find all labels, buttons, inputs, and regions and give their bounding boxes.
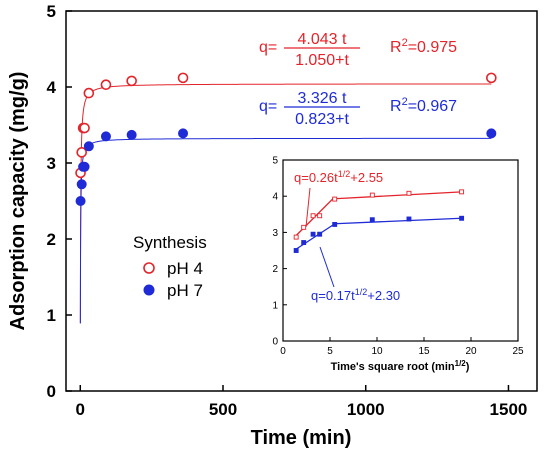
main-plot-frame [65, 10, 538, 392]
inset-y-tick-label: 0 [272, 337, 278, 348]
main-y-tick-label: 4 [47, 78, 57, 97]
inset-y-tick-label: 4 [272, 192, 278, 203]
inset-data-point [317, 213, 323, 219]
inset-x-tick-label: 0 [280, 346, 286, 357]
inset-data-point [293, 234, 299, 240]
inset-eq-ph7: q=0.17t1/2+2.30 [311, 287, 400, 303]
main-x-tick-label: 0 [76, 400, 85, 419]
main-x-tick-label: 1000 [347, 400, 385, 419]
legend-marker-ph7 [143, 284, 155, 296]
inset-x-ticks: 0 5 10 15 20 25 [280, 337, 524, 357]
data-point [83, 141, 94, 152]
legend-label-ph4: pH 4 [167, 259, 203, 278]
data-point [126, 129, 137, 140]
main-x-ticks: 0 500 1000 1500 [76, 385, 528, 419]
data-point [76, 179, 87, 190]
fit-equation-ph4: q= 4.043 t 1.050+t R2=0.975 [259, 31, 457, 69]
main-y-tick-label: 5 [47, 2, 56, 21]
data-point [100, 79, 112, 91]
inset-data-point [406, 190, 412, 196]
main-y-tick-label: 1 [47, 306, 56, 325]
inset-plot-frame [282, 159, 519, 342]
inset-data-point [317, 231, 323, 237]
main-y-tick-label: 3 [47, 154, 56, 173]
inset-data-point [301, 240, 307, 245]
inset-data-point [369, 192, 375, 198]
inset-data-point [301, 224, 307, 230]
inset-eq-ph4: q=0.26t1/2+2.55 [294, 169, 383, 185]
legend: Synthesis pH 4 pH 7 [133, 233, 207, 300]
data-point [486, 128, 497, 139]
data-point [79, 122, 90, 134]
inset-y-tick-label: 5 [272, 156, 278, 167]
inset-y-tick-label: 3 [272, 228, 278, 239]
inset-y-ticks: 0 1 2 3 4 5 [272, 156, 287, 348]
inset-fit-segment [334, 217, 462, 225]
inset-data-point [310, 213, 316, 219]
fit-curve-ph4 [79, 83, 492, 323]
inset-data-point [406, 216, 412, 222]
inset-x-tick-label: 5 [327, 346, 333, 357]
eq-ph7-prefix: q= [259, 98, 277, 115]
data-point [177, 72, 189, 84]
inset-data-point [459, 189, 465, 195]
eq-ph4-prefix: q= [259, 39, 277, 56]
series-points-ph7 [75, 128, 497, 206]
main-y-axis-title: Adsorption capacity (mg/g) [7, 72, 29, 331]
inset-data-point [332, 221, 338, 227]
legend-marker-ph4 [143, 262, 155, 274]
inset-leader-ph4 [305, 187, 311, 228]
eq-ph4-numerator: 4.043 t [298, 31, 347, 48]
inset-x-tick-label: 20 [465, 346, 477, 357]
eq-ph7-r2: R2=0.967 [390, 96, 457, 115]
inset-x-tick-label: 15 [418, 346, 430, 357]
data-point [126, 75, 137, 87]
data-point [79, 161, 90, 172]
main-x-axis-title: Time (min) [251, 427, 352, 449]
fit-equation-ph7: q= 3.326 t 0.823+t R2=0.967 [259, 90, 457, 128]
inset-points-ph4 [293, 189, 465, 240]
inset-x-tick-label: 10 [371, 346, 383, 357]
main-y-ticks: 0 1 2 3 4 5 [47, 2, 72, 401]
data-point [76, 147, 87, 158]
data-point [100, 131, 111, 142]
data-point [486, 72, 497, 84]
series-points-ph4 [75, 72, 497, 179]
main-y-tick-label: 2 [47, 230, 56, 249]
inset-fit-segment [334, 191, 462, 200]
legend-title: Synthesis [133, 233, 207, 252]
data-point [83, 87, 95, 99]
inset-y-tick-label: 2 [272, 264, 278, 275]
eq-ph7-denominator: 0.823+t [295, 111, 349, 128]
eq-ph4-denominator: 1.050+t [295, 52, 349, 69]
inset-leader-ph7 [319, 246, 335, 288]
data-point [75, 196, 86, 206]
eq-ph7-numerator: 3.326 t [298, 90, 347, 107]
inset-plot: 0 5 10 15 20 25 0 1 2 3 4 5 Time's square root (mi… [272, 156, 524, 374]
main-y-tick-label: 0 [47, 382, 56, 401]
inset-y-tick-label: 1 [272, 300, 278, 311]
main-x-tick-label: 500 [209, 400, 237, 419]
inset-data-point [332, 196, 338, 202]
inset-data-point [310, 231, 316, 237]
data-point [178, 128, 189, 139]
eq-ph4-r2: R2=0.975 [390, 37, 457, 56]
inset-points-ph7 [293, 215, 465, 253]
inset-x-axis-title: Time's square root (min1/2) [331, 359, 470, 373]
inset-x-tick-label: 25 [512, 346, 524, 357]
inset-data-point [369, 217, 375, 223]
legend-label-ph7: pH 7 [167, 281, 203, 300]
main-x-tick-label: 1500 [490, 400, 528, 419]
inset-data-point [459, 215, 465, 221]
inset-data-point [293, 248, 299, 253]
